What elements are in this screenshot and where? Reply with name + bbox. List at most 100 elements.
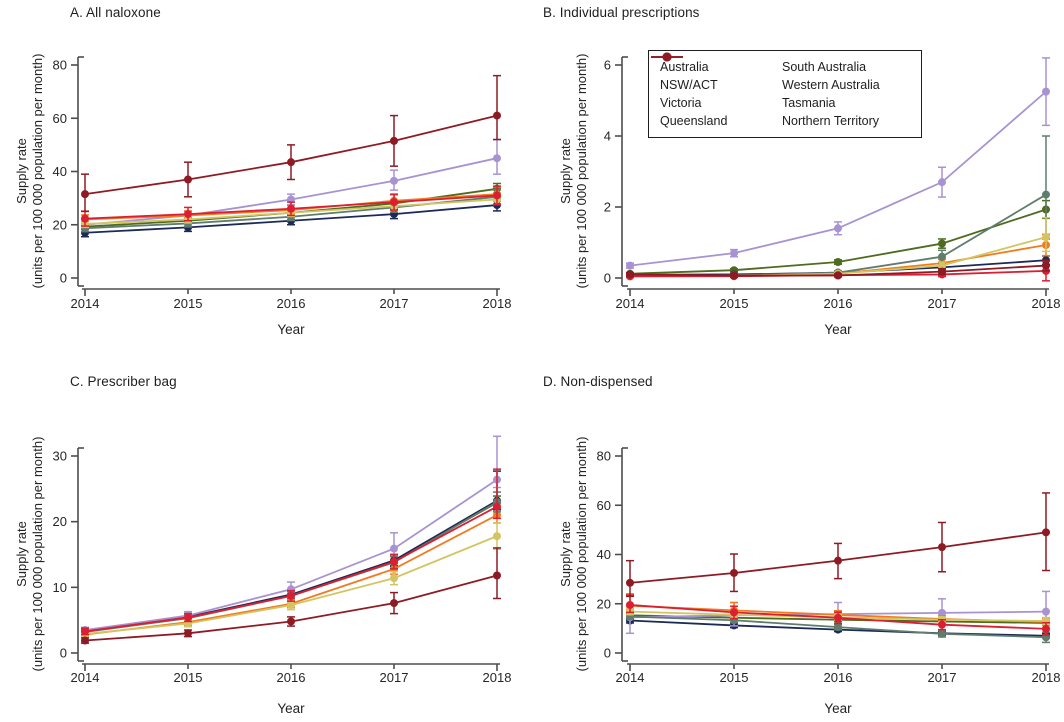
legend-item-label: Australia [660,60,709,74]
legend-item: Tasmania [651,52,913,112]
y-tick-label: 4 [604,129,611,144]
panel-a-x-axis-label: Year [277,322,305,337]
x-tick-label: 2015 [174,670,203,685]
panel-a-title: A. All naloxone [70,5,161,20]
data-point [287,617,295,626]
data-point [938,543,946,552]
data-point [390,574,398,583]
legend-column: South Australia Western Australia Tasmania… [651,52,913,130]
panel-b: B. Individual prescriptions Supply rate … [532,0,1064,361]
data-point [81,190,89,199]
y-tick-label: 0 [60,646,67,661]
data-point [1042,233,1050,242]
data-point [1042,528,1050,537]
data-point [626,578,634,587]
x-tick-label: 2015 [720,296,749,311]
data-point [390,557,398,566]
y-tick-label: 0 [604,646,611,661]
legend-item-label: Victoria [660,96,702,110]
panel-a-chart: 0 20 40 60 80 2014 2015 2016 2017 2018 [53,56,512,311]
series-line [84,505,498,633]
data-point [493,191,501,200]
data-point [834,258,842,267]
data-point [390,198,398,207]
y-tick-label: 20 [53,217,67,232]
legend: Australia NSW/ACT Victoria Queensland South … [648,50,922,138]
y-tick-label: 40 [597,547,611,562]
data-point [184,175,192,184]
y-tick-label: 20 [597,596,611,611]
data-point [938,178,946,187]
legend-marker-icon [651,52,683,62]
x-tick-label: 2017 [380,670,409,685]
data-point [184,613,192,622]
y-tick-label: 60 [597,498,611,513]
data-point [1042,607,1050,616]
legend-item-label: South Australia [782,60,867,74]
data-point [287,591,295,600]
data-point [938,608,946,617]
x-tick-label: 2014 [616,296,645,311]
x-tick-label: 2016 [824,296,853,311]
data-point [1042,190,1050,199]
legend-item: Western Australia [651,52,913,94]
x-tick-label: 2017 [928,670,957,685]
panel-b-chart: 0 2 4 6 2014 2015 2016 2017 2018 [604,56,1061,311]
y-tick-label: 30 [53,449,67,464]
data-point [626,270,634,279]
legend-item: Victoria [651,52,777,112]
data-point [81,627,89,636]
data-point [730,608,738,617]
x-tick-label: 2017 [380,296,409,311]
legend-item: South Australia [651,52,913,76]
panel-d-chart: 0 20 40 60 80 2014 2015 2016 2017 2018 [597,447,1060,685]
data-point [938,629,946,638]
x-tick-label: 2017 [928,296,957,311]
legend-item-label: Queensland [660,114,728,128]
legend-item-label: Northern Territory [782,114,880,128]
data-point [834,224,842,233]
data-point [184,629,192,638]
data-point [390,176,398,185]
data-point [493,154,501,163]
panel-d: D. Non-dispensed Supply rate (units per … [532,361,1064,722]
data-point [493,571,501,580]
y-tick-label: 10 [53,580,67,595]
x-tick-label: 2014 [71,296,100,311]
data-point [287,601,295,610]
data-point [834,271,842,280]
y-tick-label: 80 [597,449,611,464]
data-point [1042,87,1050,96]
data-point [287,158,295,167]
panel-b-title: B. Individual prescriptions [543,5,700,20]
y-tick-label: 0 [604,271,611,286]
data-point [493,502,501,511]
data-point [730,249,738,258]
x-tick-label: 2018 [483,296,512,311]
x-tick-label: 2015 [720,670,749,685]
legend-item: Northern Territory [651,52,913,130]
legend-item-label: NSW/ACT [660,78,718,92]
legend-column: Australia NSW/ACT Victoria Queensland [651,52,777,130]
data-point [730,568,738,577]
panel-c: C. Prescriber bag Supply rate (units per… [0,361,532,722]
panel-b-x-axis-label: Year [824,322,852,337]
x-tick-label: 2014 [71,670,100,685]
data-point [626,600,634,609]
legend-item-label: Western Australia [782,78,880,92]
data-point [938,252,946,261]
x-tick-label: 2014 [616,670,645,685]
data-point [287,204,295,213]
panel-d-title: D. Non-dispensed [543,374,653,389]
y-tick-label: 80 [53,58,67,73]
data-point [938,261,946,270]
panel-a: A. All naloxone Supply rate (units per 1… [0,0,532,361]
data-point [626,261,634,270]
data-point [493,532,501,541]
x-tick-label: 2016 [277,670,306,685]
y-tick-label: 0 [60,271,67,286]
x-tick-label: 2018 [1032,296,1061,311]
data-point [1042,261,1050,270]
data-point [390,599,398,608]
